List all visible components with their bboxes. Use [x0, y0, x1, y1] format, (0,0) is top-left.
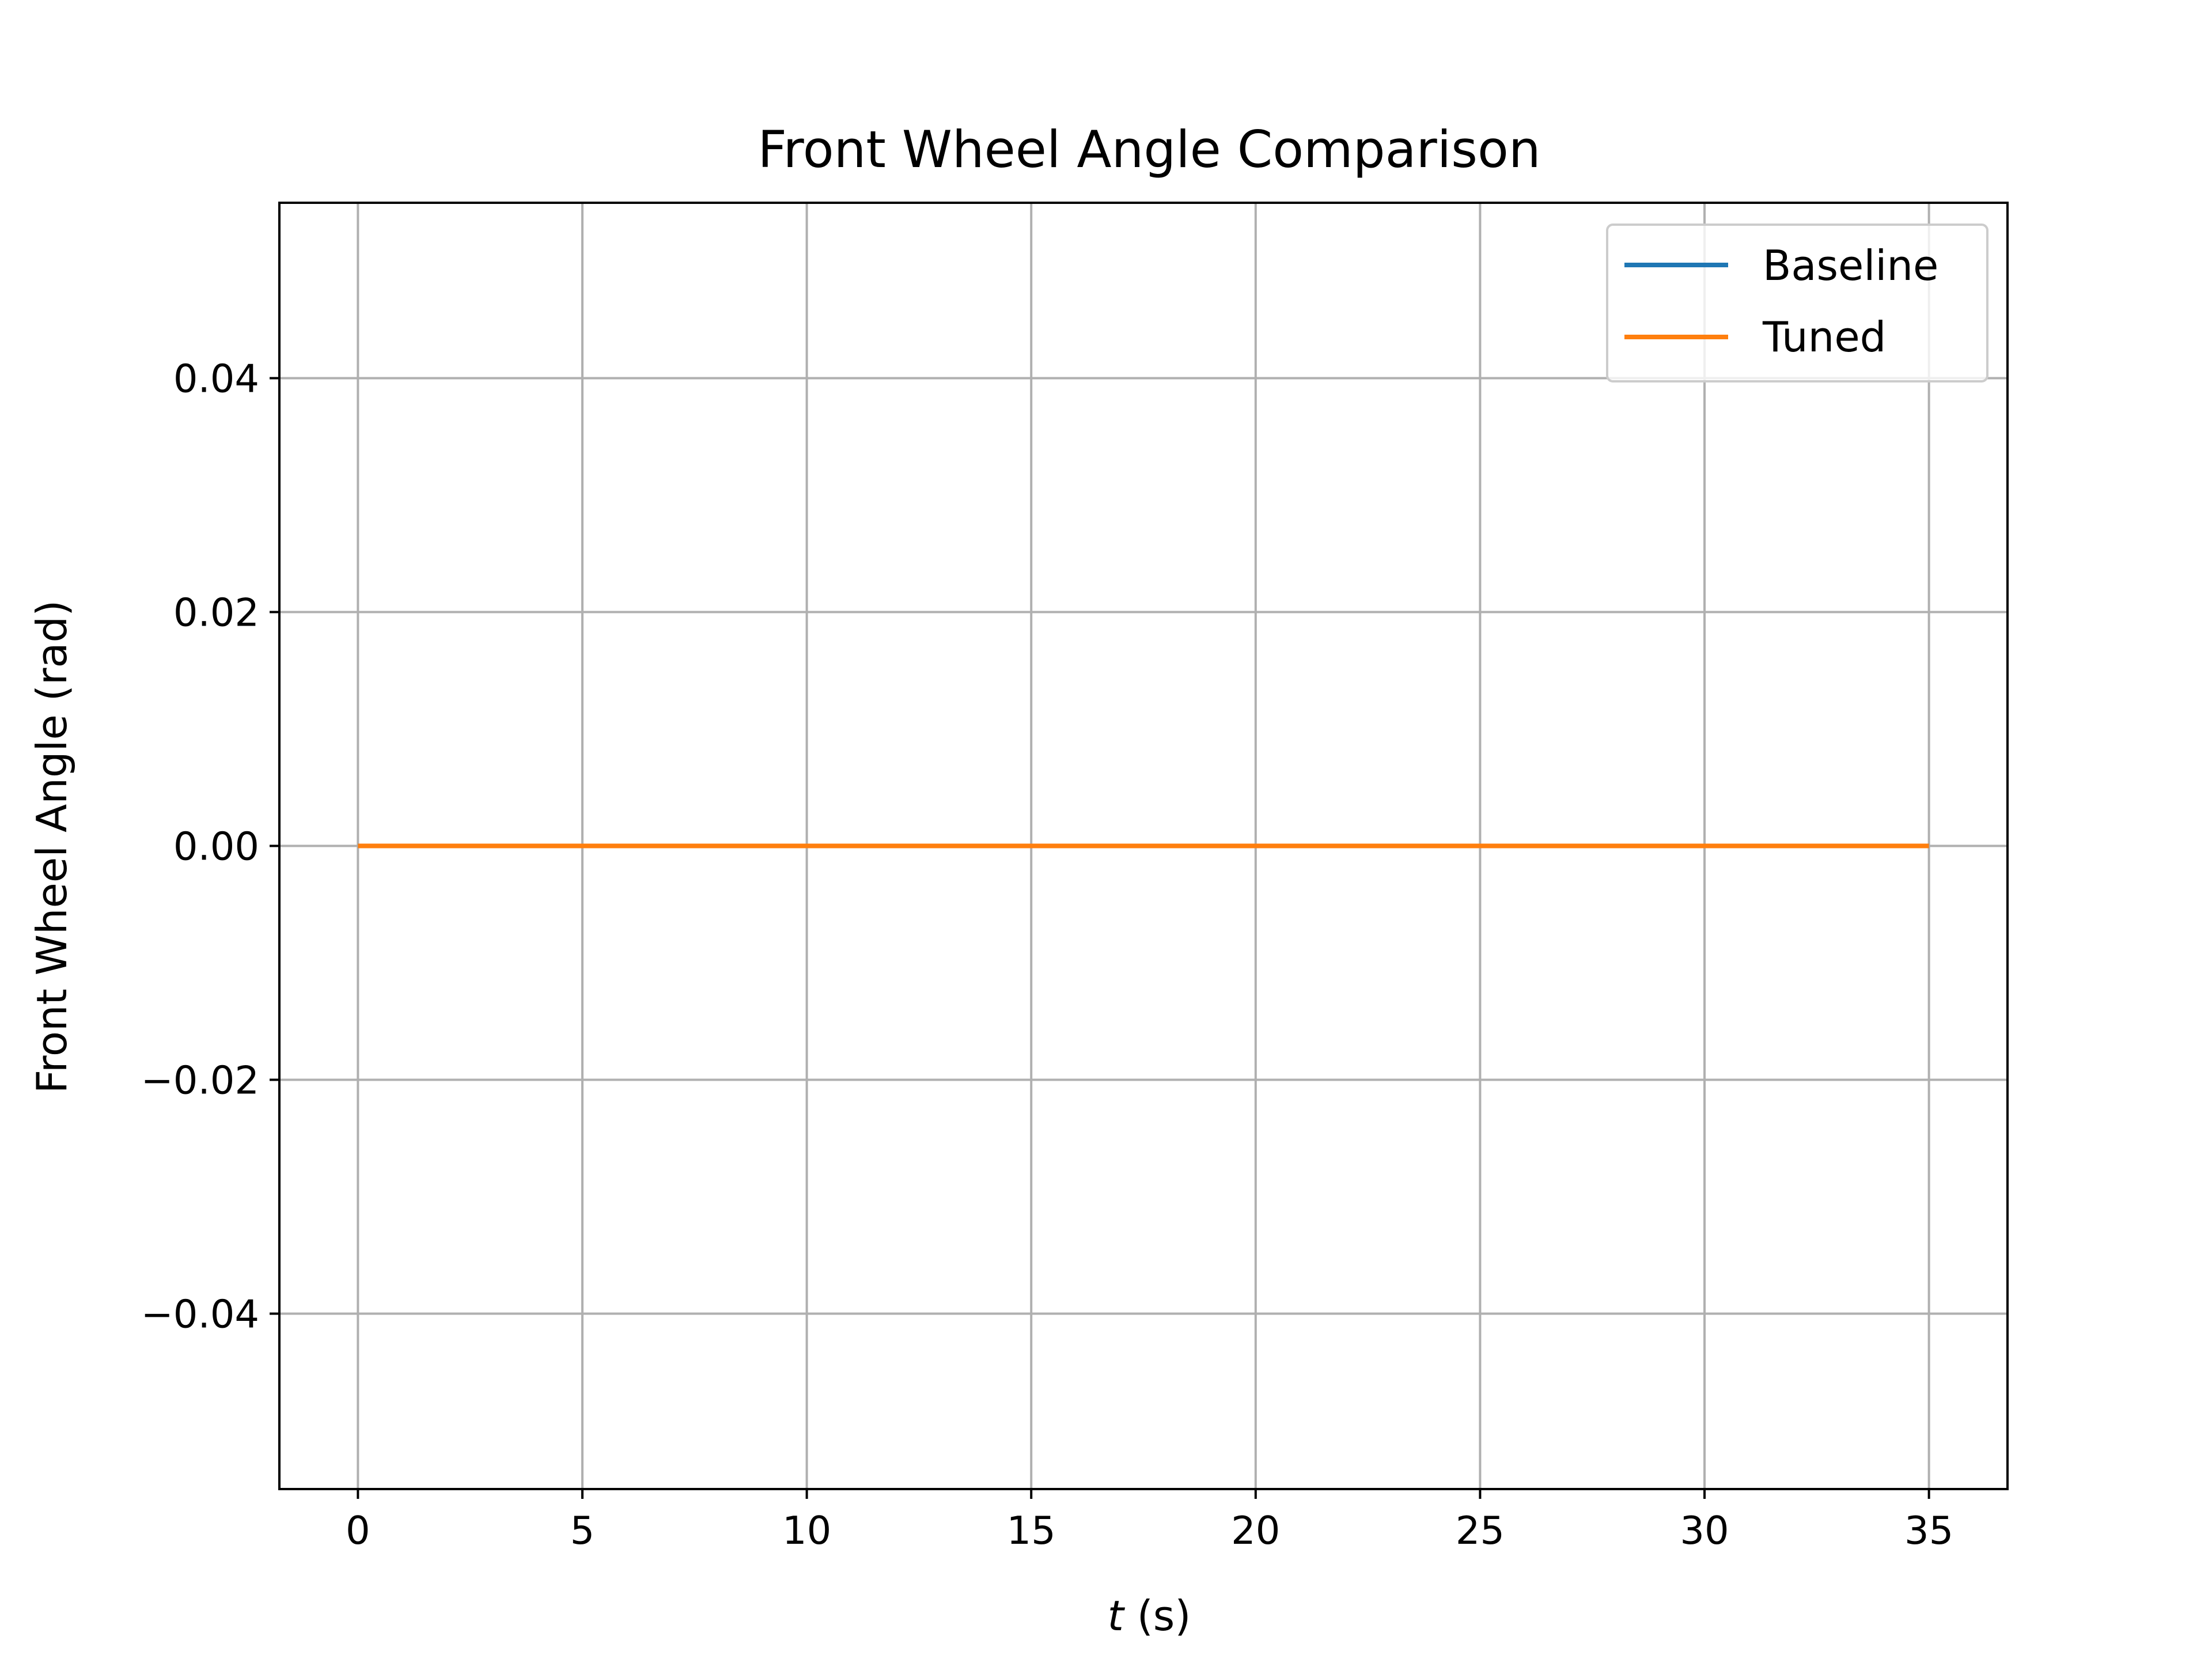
x-axis-unit: (s) — [1124, 1592, 1191, 1640]
x-tick-label: 20 — [1231, 1508, 1280, 1553]
legend-label-baseline: Baseline — [1763, 241, 1938, 290]
y-tick-label: −0.02 — [141, 1058, 259, 1103]
y-tick-label: 0.02 — [173, 590, 259, 635]
legend: Baseline Tuned — [1606, 224, 1988, 382]
y-tick-label: 0.00 — [173, 824, 259, 869]
x-tick-label: 30 — [1680, 1508, 1729, 1553]
chart-title: Front Wheel Angle Comparison — [757, 120, 1540, 179]
y-tick-label: 0.04 — [173, 357, 259, 402]
x-axis-variable: t — [1108, 1592, 1126, 1640]
y-axis-label: Front Wheel Angle (rad) — [28, 600, 76, 1094]
x-tick-label: 25 — [1456, 1508, 1505, 1553]
x-tick-label: 15 — [1007, 1508, 1056, 1553]
x-axis-ticks: 0 5 10 15 20 25 30 35 — [346, 1489, 1953, 1553]
x-axis-label: t (s) — [1108, 1592, 1191, 1640]
y-axis-ticks: −0.04 −0.02 0.00 0.02 0.04 — [141, 357, 279, 1337]
legend-label-tuned: Tuned — [1762, 313, 1886, 361]
x-tick-label: 5 — [570, 1508, 595, 1553]
x-tick-label: 35 — [1904, 1508, 1953, 1553]
y-tick-label: −0.04 — [141, 1292, 259, 1337]
x-tick-label: 0 — [346, 1508, 370, 1553]
x-tick-label: 10 — [782, 1508, 831, 1553]
